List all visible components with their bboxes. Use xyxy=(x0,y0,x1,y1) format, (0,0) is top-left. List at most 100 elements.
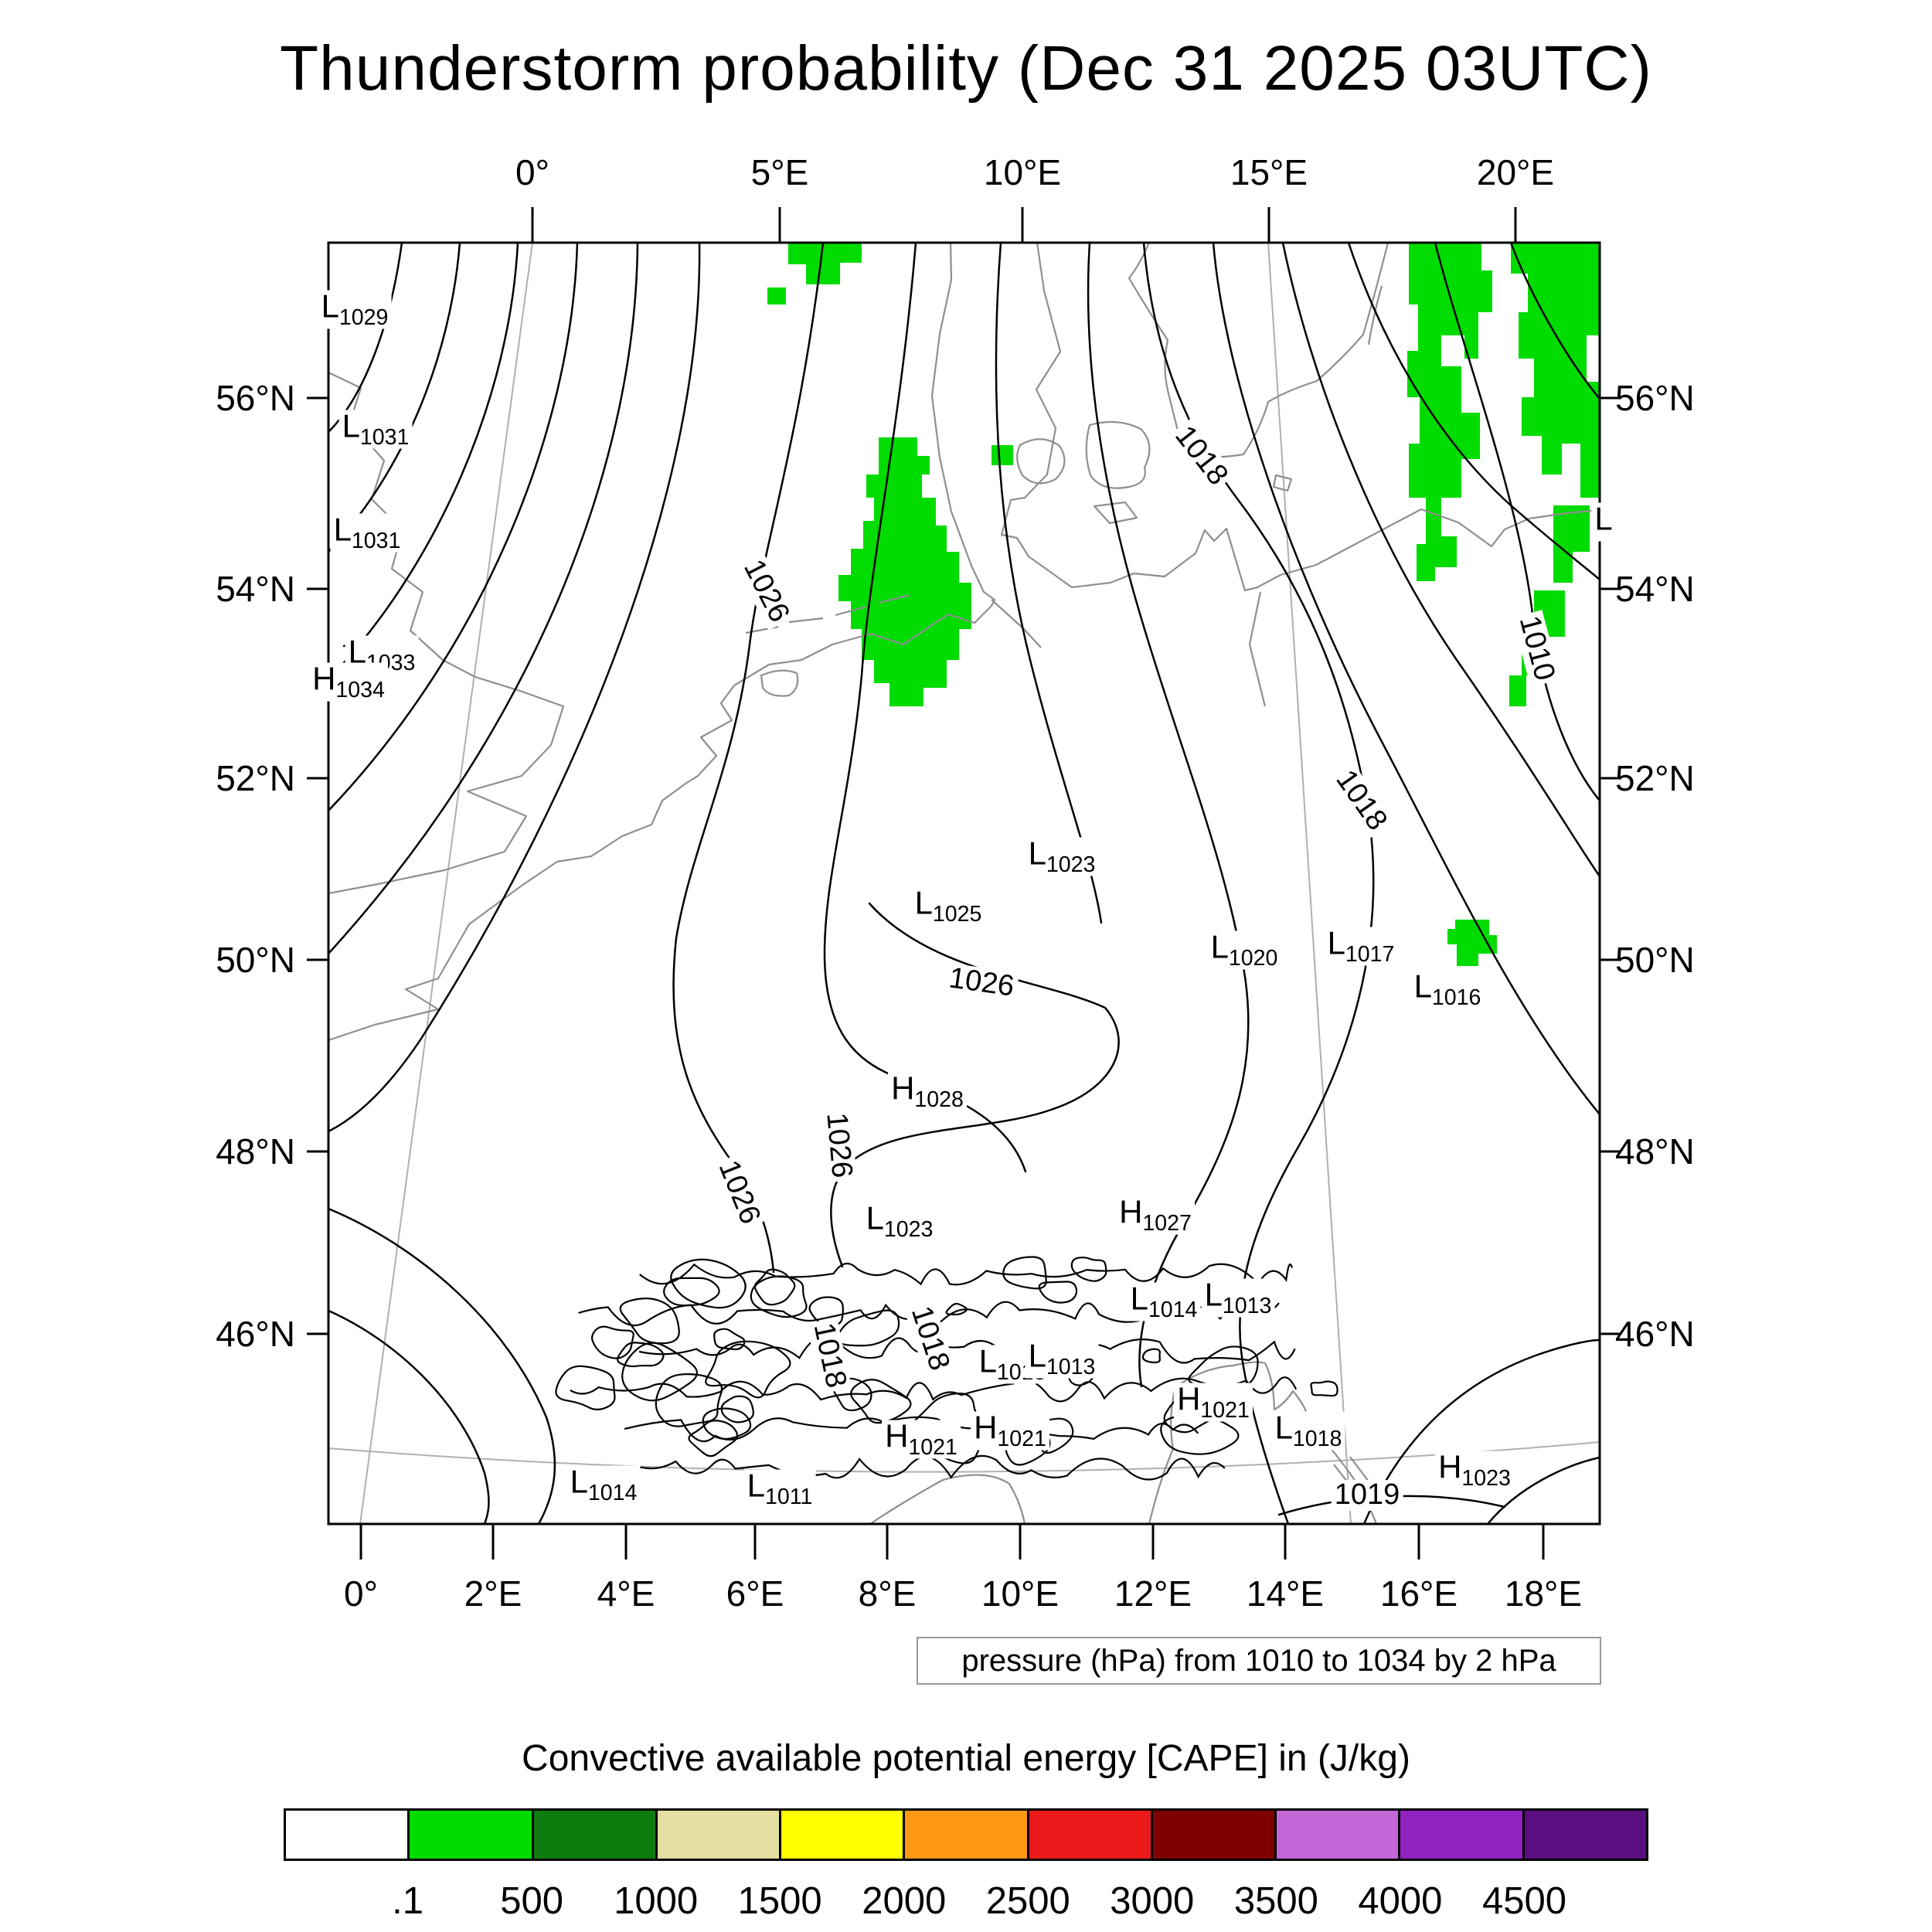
bottom-axis-label: 14°E xyxy=(1246,1573,1325,1614)
alps-contour-blob xyxy=(753,1268,796,1306)
coastline-path xyxy=(760,669,799,697)
isobar-path xyxy=(1347,243,1600,581)
pressure-letter: L xyxy=(333,511,352,548)
pressure-letter: L xyxy=(866,1199,884,1236)
alps-contour-blob xyxy=(720,1395,754,1423)
graticule-line xyxy=(359,243,533,1524)
left-axis-label: 54°N xyxy=(216,569,295,609)
isobar-path xyxy=(1362,1338,1600,1524)
alps-contour-blob xyxy=(1070,1257,1107,1282)
map-frame xyxy=(327,241,1601,1526)
pressure-value: 1028 xyxy=(914,1087,964,1112)
cape-tick-label: 2500 xyxy=(985,1880,1070,1922)
bottom-axis-label: 12°E xyxy=(1114,1573,1192,1614)
pressure-center-h1027: H1027 xyxy=(1116,1196,1195,1235)
pressure-letter: H xyxy=(891,1070,915,1107)
cape-tick-label: .1 xyxy=(392,1880,423,1922)
right-axis-label: 52°N xyxy=(1615,758,1695,798)
isobar-path xyxy=(328,1309,490,1524)
pressure-letter: H xyxy=(1438,1448,1462,1485)
pressure-center-l1017: L1017 xyxy=(1324,927,1398,967)
alps-contour-blob xyxy=(619,1298,680,1345)
cape-tick-label: 1500 xyxy=(737,1880,822,1922)
pressure-center-l1031: L1031 xyxy=(330,511,404,553)
top-axis-label: 10°E xyxy=(983,152,1062,192)
isobar-path xyxy=(328,1207,556,1524)
bottom-axis-label: 4°E xyxy=(597,1573,655,1614)
isobar-path xyxy=(328,243,403,434)
pressure-value: 1020 xyxy=(1228,945,1278,971)
pressure-value: 1023 xyxy=(1461,1465,1511,1491)
pressure-value: 1023 xyxy=(1046,852,1096,877)
isobar-path xyxy=(328,243,701,1133)
cape-patch xyxy=(788,243,862,284)
cape-color-cell-4 xyxy=(781,1811,906,1859)
cape-tick-label: 500 xyxy=(500,1880,563,1922)
pressure-value: 1013 xyxy=(1046,1354,1096,1379)
pressure-letter: L xyxy=(1210,928,1229,965)
alps-contour-blob xyxy=(945,1302,968,1316)
coastline-path xyxy=(991,599,1042,648)
pressure-letter: H xyxy=(1177,1380,1201,1417)
pressure-value: 1017 xyxy=(1345,941,1395,967)
isobar-path xyxy=(1212,243,1600,1116)
graticule-line xyxy=(328,1441,1600,1473)
cape-color-cell-1 xyxy=(410,1811,534,1859)
map-graphics xyxy=(328,243,1600,1524)
coastline-path xyxy=(878,594,910,604)
page-title: Thunderstorm probability (Dec 31 2025 03… xyxy=(280,33,1652,104)
pressure-center-l1023: L1023 xyxy=(862,1199,937,1242)
cape-tick-label: 2000 xyxy=(862,1880,947,1922)
pressure-value: 1021 xyxy=(908,1434,957,1460)
left-axis-label: 46°N xyxy=(216,1314,295,1354)
pressure-center-l1013: L1013 xyxy=(1201,1278,1275,1318)
cape-tick-label: 3000 xyxy=(1110,1880,1195,1922)
pressure-value: 1011 xyxy=(764,1484,813,1509)
pressure-value: 1029 xyxy=(338,304,389,330)
cape-legend-title: Convective available potential energy [C… xyxy=(522,1738,1410,1779)
alps-contour-blob xyxy=(836,1309,900,1347)
cape-patch xyxy=(767,287,786,304)
pressure-center-h1034: H1034 xyxy=(309,660,388,702)
cape-patch xyxy=(992,445,1013,465)
cape-patch xyxy=(1553,505,1590,583)
pressure-letter: H xyxy=(885,1417,909,1454)
alps-contour-blob xyxy=(702,1407,752,1440)
pressure-center-l1018: L1018 xyxy=(1271,1411,1345,1451)
alps-contour-blob xyxy=(663,1277,720,1307)
top-axis-label: 20°E xyxy=(1476,152,1555,192)
pressure-letter: H xyxy=(312,660,336,697)
pressure-center-l1014: L1014 xyxy=(566,1463,641,1505)
alps-contour-blob xyxy=(831,1377,872,1412)
right-axis-label: 46°N xyxy=(1615,1314,1695,1354)
pressure-letter: H xyxy=(1119,1193,1143,1230)
pressure-letter: L xyxy=(1413,968,1432,1005)
pressure-letter: L xyxy=(1130,1280,1148,1317)
pressure-letter: L xyxy=(348,633,366,670)
pressure-letter: L xyxy=(342,407,360,444)
isobar-path xyxy=(1281,243,1600,878)
cape-color-cell-3 xyxy=(657,1811,782,1859)
pressure-value: 1027 xyxy=(1142,1210,1192,1236)
pressure-letter: L xyxy=(1594,500,1613,537)
alps-contour-line xyxy=(638,1335,1296,1364)
bottom-axis-label: 10°E xyxy=(981,1573,1060,1614)
pressure-center-h1023: H1023 xyxy=(1435,1451,1514,1490)
cape-color-cell-8 xyxy=(1277,1811,1401,1859)
alps-contour-blob xyxy=(713,1328,746,1351)
pressure-center-h1021: H1021 xyxy=(971,1411,1049,1451)
isobar-path xyxy=(1087,243,1250,1388)
pressure-letter: L xyxy=(1028,1337,1046,1374)
left-axis-label: 52°N xyxy=(216,758,295,798)
pressure-letter: L xyxy=(747,1467,765,1504)
alps-contour-blob xyxy=(1141,1348,1161,1364)
isobar-path xyxy=(995,243,1103,924)
pressure-caption-text: pressure (hPa) from 1010 to 1034 by 2 hP… xyxy=(961,1643,1556,1678)
pressure-letter: L xyxy=(570,1463,588,1500)
pressure-value: 1014 xyxy=(587,1480,638,1505)
pressure-value: 1018 xyxy=(1292,1426,1342,1451)
isobar-path xyxy=(1434,243,1600,802)
pressure-center-l1016: L1016 xyxy=(1410,968,1485,1009)
pressure-value: 1023 xyxy=(883,1216,934,1242)
